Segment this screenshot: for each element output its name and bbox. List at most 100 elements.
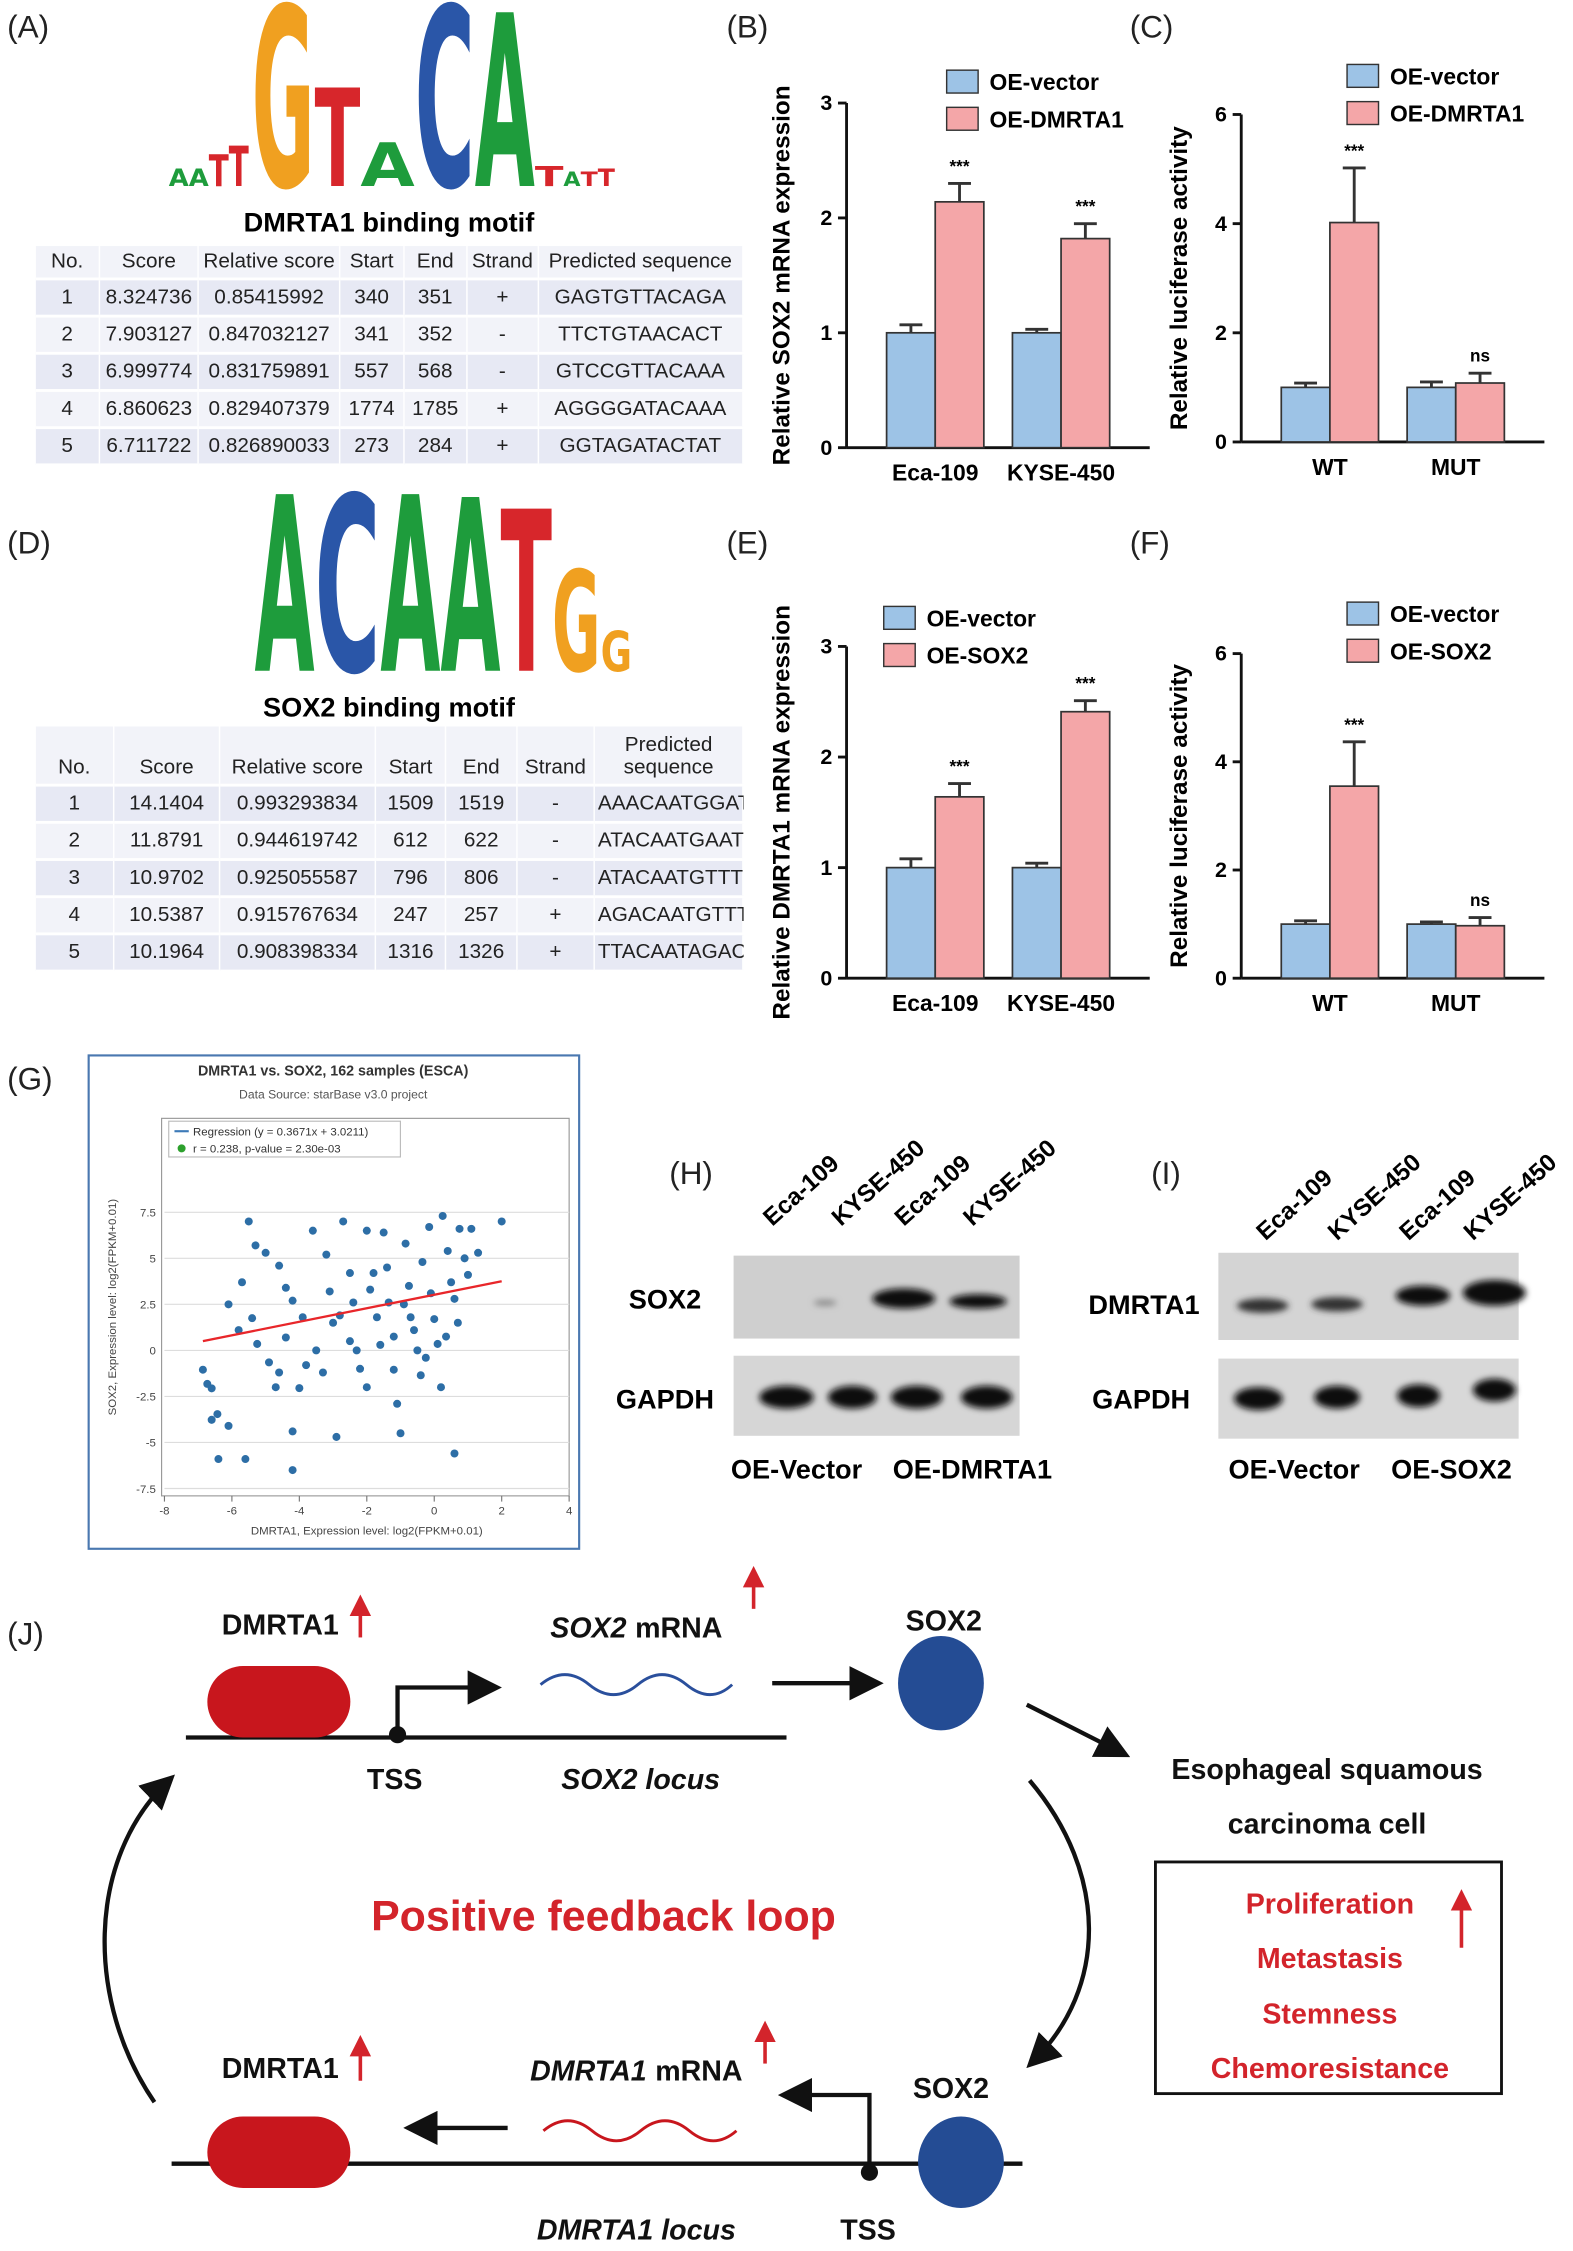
logo-letter-group: C [415, 0, 475, 245]
error-bar [1419, 380, 1443, 388]
cell: 0.993293834 [219, 785, 376, 824]
label: SOX2 [906, 1605, 982, 1637]
header-cell: Score [113, 726, 221, 787]
logo-letter-group: T [229, 134, 249, 199]
header-cell: End [445, 726, 518, 787]
legend-swatch [1346, 63, 1380, 89]
bar [1280, 923, 1331, 980]
cell: 1774 [339, 390, 405, 430]
logo-letter: G [252, 0, 315, 245]
logo-letter: A [169, 164, 190, 192]
significance-label: *** [1075, 196, 1095, 216]
logo-letter: A [563, 167, 580, 190]
y-axis-label: Relative DMRTA1 mRNA expression [768, 605, 795, 1020]
y-tick-label: 4 [1215, 212, 1227, 236]
cell: 1785 [403, 390, 468, 430]
legend-label: OE-vector [1390, 601, 1499, 627]
legend-label: OE-vector [990, 69, 1099, 95]
header-cell: Strand [516, 726, 596, 787]
cell: 10.9702 [113, 859, 221, 899]
row: 4 10.5387 0.915767634 247 257 + AGACAATGTTT [35, 896, 744, 936]
point [345, 1269, 354, 1278]
y-tick-label: 2 [1215, 858, 1227, 882]
point [214, 1455, 223, 1464]
bands [1234, 1279, 1526, 1411]
y-tick-label: 2 [820, 206, 832, 230]
row-label: GAPDH [1092, 1384, 1190, 1415]
y-tick-label: 6 [1215, 642, 1227, 666]
error-bar [899, 857, 923, 868]
y-axis-label: Relative SOX2 mRNA expression [768, 85, 795, 465]
point [234, 1326, 243, 1335]
error-bar [1468, 371, 1492, 384]
bar [1011, 866, 1062, 980]
point [442, 1332, 451, 1341]
cell: 2 [35, 822, 115, 861]
word: mRNA [655, 2056, 742, 2088]
logo-letter-group: T [581, 167, 598, 190]
point [463, 1270, 472, 1279]
motif-title: SOX2 binding motif [263, 692, 516, 723]
error-bar [948, 182, 971, 202]
motif-table: No. Score Relative score Start End Strand Pred… [35, 246, 744, 467]
logo-letter: T [501, 465, 552, 724]
point [389, 1365, 398, 1374]
cell: 0.847032127 [198, 316, 341, 355]
header-cell: Start [375, 726, 447, 787]
logo-letter-group: T [209, 147, 229, 198]
point [198, 1365, 207, 1374]
header-cell: Relative score [219, 726, 376, 787]
point [460, 1254, 469, 1263]
cell: - [516, 822, 596, 861]
logo-letter-group: A [475, 0, 535, 243]
point [251, 1241, 260, 1250]
point [275, 1261, 284, 1270]
point [288, 1296, 297, 1305]
point [318, 1368, 327, 1377]
error-bar [1294, 381, 1318, 388]
point [497, 1217, 506, 1226]
cell: 2 [35, 316, 101, 355]
legend-dot [177, 1144, 186, 1153]
y-tick-label: 1 [820, 856, 832, 880]
cell: 568 [403, 353, 468, 392]
tss-dot [860, 2163, 879, 2181]
logo-letter-group: T [598, 165, 615, 192]
significance-label: *** [1075, 673, 1095, 693]
mrna-wave [542, 2119, 738, 2143]
row-label: SOX2 [629, 1284, 701, 1315]
y-tick-label: 0 [1215, 966, 1227, 990]
label: DMRTA1 mRNA [530, 2056, 742, 2088]
point [312, 1346, 321, 1355]
header-cell: No. [35, 246, 101, 281]
y-tick-label: 7.5 [140, 1208, 156, 1220]
label: Esophageal squamous [1171, 1754, 1482, 1786]
mrna-wave [539, 1673, 734, 1697]
cell: 8.324736 [99, 278, 200, 318]
loop-arrow [1026, 1779, 1091, 2069]
motif-title: DMRTA1 binding motif [244, 207, 536, 238]
diagram: DMRTA1 SOX2 mRNA SOX2 TSS SOX2 locus Esop… [102, 1565, 1503, 2246]
panel-label: (I) [1151, 1156, 1181, 1191]
point [369, 1269, 378, 1278]
x-tick-label: 0 [431, 1505, 437, 1517]
cell: 0.829407379 [198, 390, 341, 430]
cell: + [516, 896, 596, 936]
point [302, 1361, 311, 1370]
bar [1329, 221, 1380, 443]
logo-letter-group: G [252, 0, 315, 245]
y-tick-label: 0 [820, 966, 832, 990]
row: 1 8.324736 0.85415992 340 351 + GAGTGTTACAGA [35, 278, 744, 318]
point [253, 1339, 262, 1348]
point [362, 1226, 371, 1235]
logo-letter: T [581, 167, 598, 190]
cell: - [467, 353, 539, 392]
error-bar [1025, 861, 1049, 868]
point [281, 1283, 290, 1292]
cell: 557 [339, 353, 405, 392]
logo-letter-group: A [255, 446, 315, 728]
phenotype: Chemoresistance [1211, 2053, 1449, 2085]
header-cell: Predicted sequence [537, 246, 744, 281]
logo-letter: T [598, 165, 615, 192]
header-cell: Relative score [198, 246, 341, 281]
